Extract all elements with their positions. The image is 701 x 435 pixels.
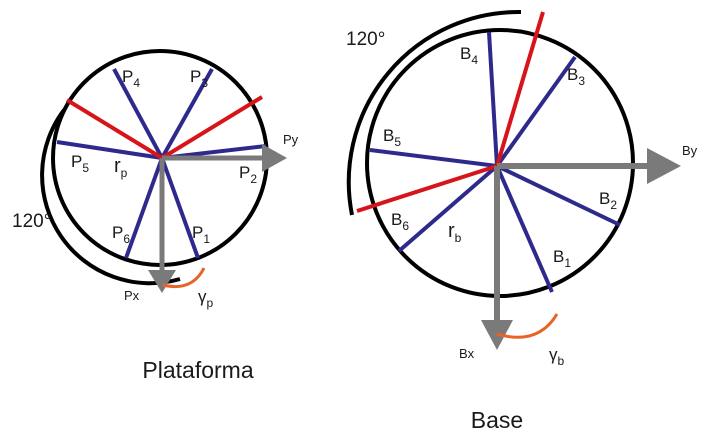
platform-radius-label: rp [114,155,128,180]
base-spoke-b5 [369,148,498,168]
platform-axis-x-label: Px [124,288,140,303]
base-axis-y-label: By [682,143,698,158]
label-b5: B5 [383,126,401,149]
label-p6: P6 [112,223,130,246]
platform-axis-y-label: Py [283,132,299,147]
platform-axis-y-arrowhead [262,144,287,172]
label-p1: P1 [192,223,210,246]
platform-caption: Plataforma [142,357,253,383]
base-reference-line-left [356,164,498,213]
base-radius-label: rb [448,220,462,245]
label-b1: B1 [553,247,571,270]
base-spoke-b3 [495,55,577,168]
label-b6: B6 [391,210,409,233]
base-120-arc [346,9,522,216]
label-b4: B4 [460,44,478,67]
platform-spoke-p6 [124,157,164,259]
label-p2: P2 [239,163,257,186]
base-diagram: B1 B2 B3 B4 B5 B6 rb By Bx γb 120° Base [346,9,698,433]
label-p3: P3 [190,67,208,90]
base-spoke-b2 [496,164,621,227]
platform-gamma-label: γp [198,287,214,310]
platform-spoke-p4 [112,68,164,159]
platform-spoke-p5 [56,140,163,160]
base-axis-y-arrowhead [647,148,681,184]
label-p5: P5 [71,152,89,175]
platform-reference-line-right [160,95,264,160]
base-spoke-b6 [397,164,499,253]
platform-120-label: 120° [12,211,51,232]
platform-axis-x-arrowhead [148,270,176,293]
base-caption: Base [471,407,523,433]
label-p4: P4 [122,67,140,90]
label-b2: B2 [599,189,617,212]
platform-120-arc [40,108,181,286]
platform-gamma-arc [162,267,206,289]
platform-reference-line-left [65,98,164,160]
platform-spoke-p3 [160,68,214,159]
label-b3: B3 [567,65,585,88]
base-spoke-b1 [495,165,554,293]
base-gamma-arc [496,313,559,339]
platform-spoke-p1 [160,157,200,259]
base-axis-x-label: Bx [459,346,475,361]
base-spoke-b4 [487,31,499,167]
base-reference-line-top [495,11,545,167]
platform-diagram: P1 P2 P3 P4 P5 P6 rp Py Px γp 120° Plata… [12,49,299,383]
base-120-label: 120° [346,29,385,50]
base-gamma-label: γb [549,345,565,368]
